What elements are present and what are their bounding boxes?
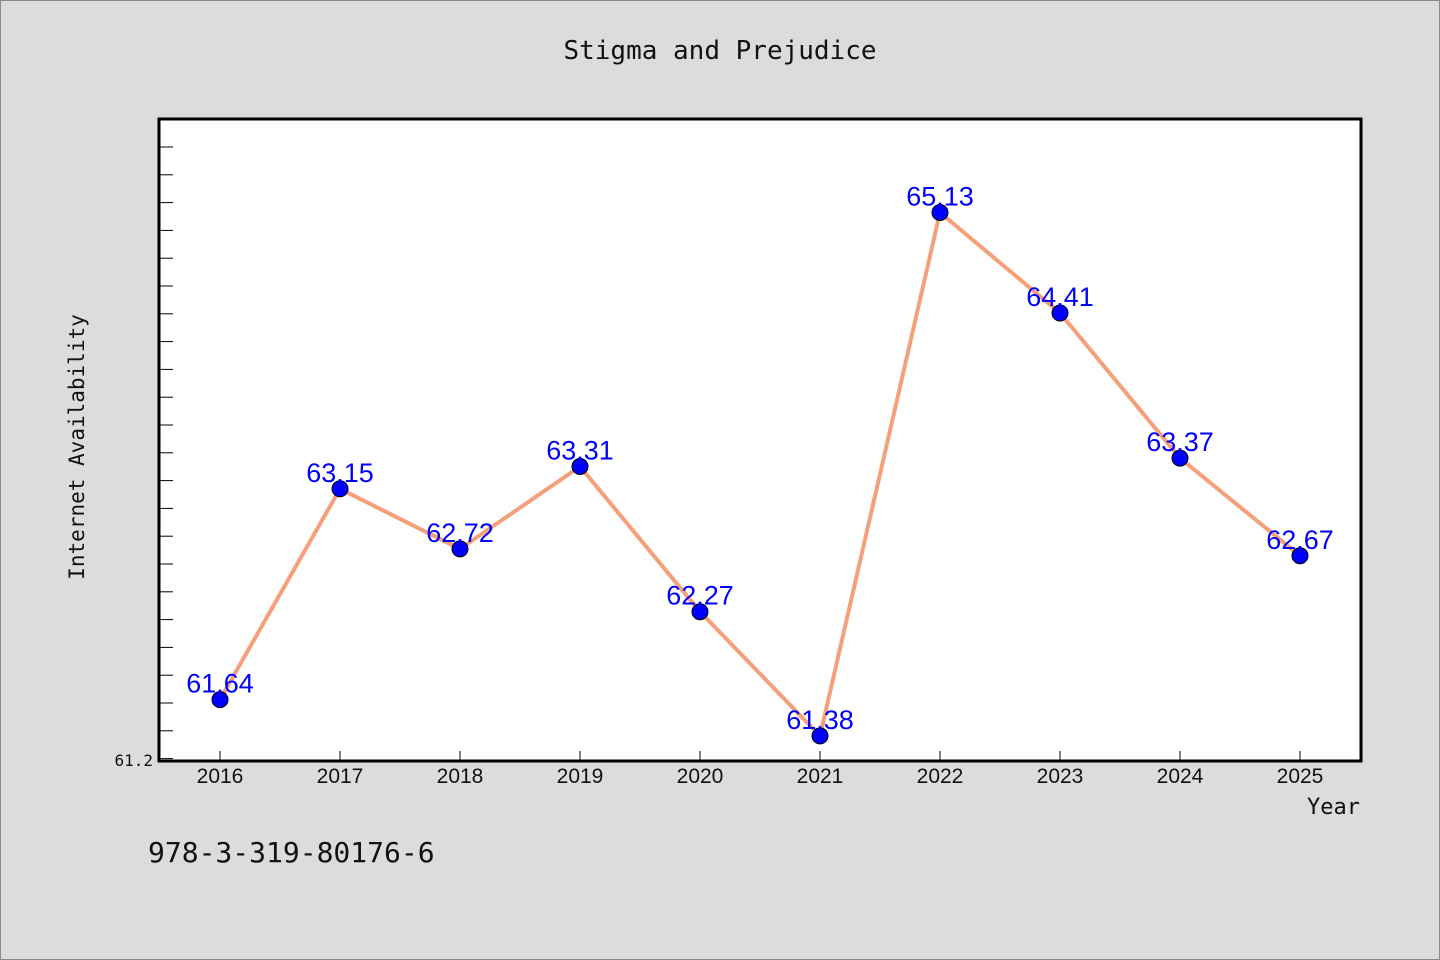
data-point (1171, 449, 1189, 467)
x-tick-label: 2019 (557, 765, 604, 788)
data-label: 62.67 (1266, 525, 1334, 555)
data-label: 63.31 (546, 436, 614, 466)
x-tick-label: 2017 (317, 765, 364, 788)
x-tick-label: 2021 (797, 765, 844, 788)
data-point (811, 727, 829, 745)
x-tick-label: 2022 (917, 765, 964, 788)
data-point (451, 540, 469, 558)
data-label: 61.64 (186, 669, 254, 699)
x-axis-ticks: 2016 2017 2018 2019 2020 2021 2022 2023 2024 2025 (197, 751, 1324, 788)
data-label: 62.72 (426, 518, 494, 548)
x-axis-label: Year (1307, 795, 1360, 820)
data-label: 65.13 (906, 182, 974, 212)
y-minor-ticks (159, 146, 173, 760)
y-tick-label: 61.2 (114, 751, 153, 770)
data-label: 61.38 (786, 705, 854, 735)
isbn-footer: 978-3-319-80176-6 (148, 836, 435, 869)
x-tick-label: 2016 (197, 765, 244, 788)
data-point (931, 204, 949, 221)
data-point (691, 603, 709, 621)
data-label: 62.27 (666, 581, 734, 611)
data-label: 64.41 (1026, 282, 1094, 312)
data-markers (211, 204, 1309, 745)
x-tick-label: 2018 (437, 765, 484, 788)
data-point (571, 458, 589, 475)
data-label: 63.37 (1146, 427, 1214, 457)
x-tick-label: 2020 (677, 765, 724, 788)
plot-area (159, 119, 1361, 761)
x-tick-label: 2025 (1277, 765, 1324, 788)
chart-title: Stigma and Prejudice (563, 36, 877, 66)
data-point (1291, 547, 1309, 565)
data-point (211, 691, 229, 709)
data-point (331, 480, 349, 498)
data-label: 63.15 (306, 458, 374, 488)
plot-border (157, 117, 1363, 763)
data-labels: 61.64 63.15 62.72 63.31 62.27 61.38 65.13 64.41… (186, 182, 1334, 735)
x-tick-label: 2023 (1037, 765, 1084, 788)
series-line (218, 210, 1302, 738)
x-tick-label: 2024 (1157, 765, 1204, 788)
data-point (1051, 304, 1069, 322)
